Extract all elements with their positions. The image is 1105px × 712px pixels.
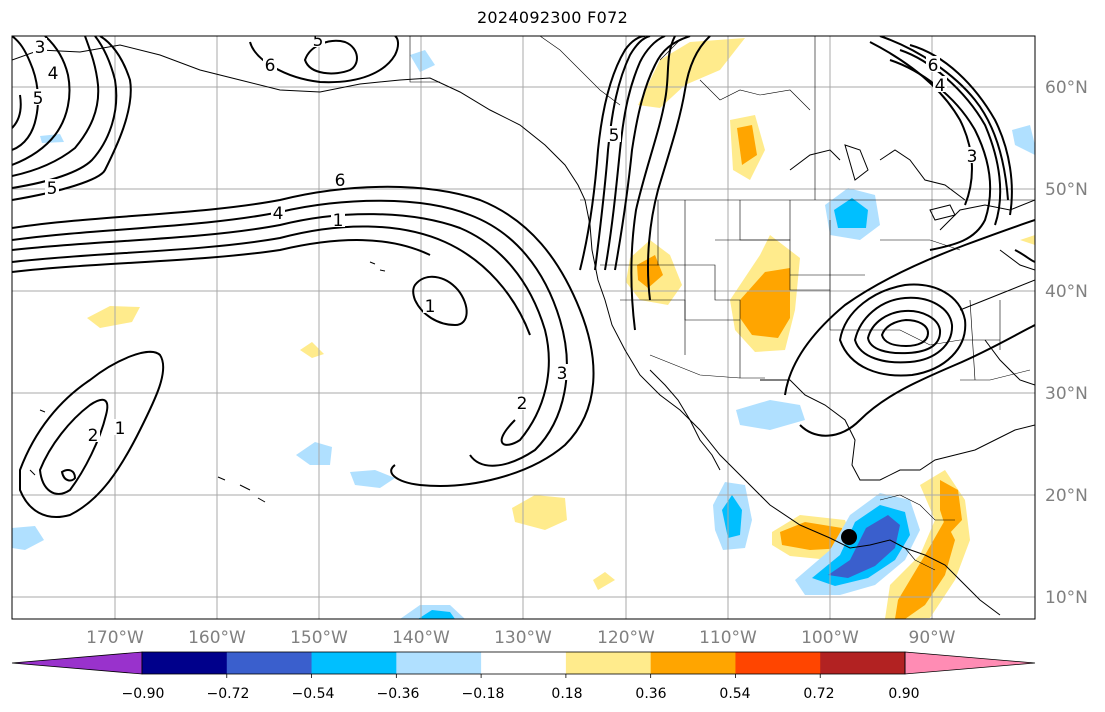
positive-anomaly <box>737 125 757 165</box>
colorbar-tick-label: 0.90 <box>888 686 919 702</box>
lon-label: 160°W <box>188 628 246 648</box>
contour-label: 1 <box>425 297 436 317</box>
contour-label-group: 3 4 5 6 5 5 6 4 1 1 5 3 2 1 2 6 4 3 <box>31 31 979 446</box>
colorbar-tick-label: −0.90 <box>122 686 165 702</box>
colorbar-tick-label: −0.18 <box>462 686 505 702</box>
colorbar-segment <box>226 652 313 674</box>
lon-label: 90°W <box>909 628 956 648</box>
contour-label: 4 <box>48 64 59 84</box>
colorbar-min-extension <box>11 651 143 675</box>
colorbar-segment <box>311 652 397 674</box>
colorbar-segment <box>565 652 652 674</box>
colorbar-segment <box>820 652 906 674</box>
colorbar-segment <box>650 652 736 674</box>
positive-anomaly <box>895 520 955 619</box>
lat-label: 20°N <box>1045 486 1088 506</box>
colorbar-tick-label: −0.54 <box>292 686 335 702</box>
contour-label: 6 <box>335 171 346 191</box>
positive-anomaly <box>87 306 140 328</box>
positive-anomaly <box>512 495 567 530</box>
colorbar-tick-label: 0.72 <box>803 686 834 702</box>
positive-anomaly <box>300 342 324 358</box>
longitude-labels: 170°W 160°W 150°W 140°W 130°W 120°W 110°… <box>86 628 956 648</box>
latitude-labels: 60°N 50°N 40°N 30°N 20°N 10°N <box>1045 78 1088 608</box>
storm-position-marker <box>841 529 857 545</box>
lat-label: 40°N <box>1045 282 1088 302</box>
colorbar-tick-label: 0.36 <box>635 686 666 702</box>
contour-label: 2 <box>517 394 528 414</box>
positive-anomaly <box>940 480 962 535</box>
colorbar-max-extension <box>904 651 1036 675</box>
negative-anomaly <box>828 515 900 578</box>
coastlines <box>12 44 1035 616</box>
lon-label: 170°W <box>86 628 144 648</box>
colorbar-outline <box>141 651 906 675</box>
contour-lines <box>12 36 1035 518</box>
contour-label: 4 <box>935 76 946 96</box>
map-frame <box>11 35 1036 620</box>
positive-anomaly <box>780 522 845 550</box>
colorbar-tick-label: −0.72 <box>207 686 250 702</box>
lat-label: 60°N <box>1045 78 1088 98</box>
lat-label: 50°N <box>1045 180 1088 200</box>
contour-label: 3 <box>967 147 978 167</box>
positive-anomaly <box>593 572 615 590</box>
contour-label: 6 <box>928 56 939 76</box>
colorbar-segment <box>735 652 821 674</box>
negative-anomaly <box>1012 125 1035 155</box>
anomaly-shading <box>12 38 1035 619</box>
colorbar-ticks: −0.90 −0.72 −0.54 −0.36 −0.18 0.18 0.36 … <box>122 686 920 702</box>
negative-anomaly <box>410 50 435 72</box>
contour-label: 3 <box>35 38 46 58</box>
positive-anomaly <box>740 268 790 338</box>
contour-label: 1 <box>115 419 126 439</box>
lon-label: 150°W <box>290 628 348 648</box>
negative-anomaly <box>722 495 742 538</box>
contour-label: 6 <box>265 56 276 76</box>
negative-anomaly <box>12 526 44 550</box>
lon-label: 110°W <box>699 628 757 648</box>
lon-label: 130°W <box>494 628 552 648</box>
contour-label: 4 <box>273 204 284 224</box>
lon-label: 100°W <box>801 628 859 648</box>
contour-label: 5 <box>609 126 620 146</box>
colorbar-segment <box>481 652 567 674</box>
negative-anomaly <box>834 198 868 228</box>
contour-label: 1 <box>333 211 344 231</box>
colorbar <box>11 651 1036 678</box>
positive-anomaly <box>637 255 663 288</box>
colorbar-segment <box>142 652 228 674</box>
negative-anomaly <box>736 400 805 430</box>
map-title: 2024092300 F072 <box>476 8 629 27</box>
colorbar-segment <box>396 652 482 674</box>
negative-anomaly <box>296 442 332 465</box>
contour-label: 5 <box>47 179 58 199</box>
lon-label: 120°W <box>597 628 655 648</box>
negative-anomaly <box>350 470 395 488</box>
colorbar-tick-label: 0.54 <box>719 686 750 702</box>
positive-anomaly <box>1020 235 1035 245</box>
lat-label: 30°N <box>1045 384 1088 404</box>
positive-anomaly <box>638 38 745 108</box>
colorbar-tick-label: 0.18 <box>551 686 582 702</box>
lat-label: 10°N <box>1045 588 1088 608</box>
contour-label: 5 <box>313 31 324 51</box>
lon-label: 140°W <box>392 628 450 648</box>
colorbar-tick-label: −0.36 <box>377 686 420 702</box>
contour-label: 5 <box>33 89 44 109</box>
negative-anomaly <box>418 610 455 619</box>
contour-label: 3 <box>557 364 568 384</box>
contour-label: 2 <box>88 426 99 446</box>
